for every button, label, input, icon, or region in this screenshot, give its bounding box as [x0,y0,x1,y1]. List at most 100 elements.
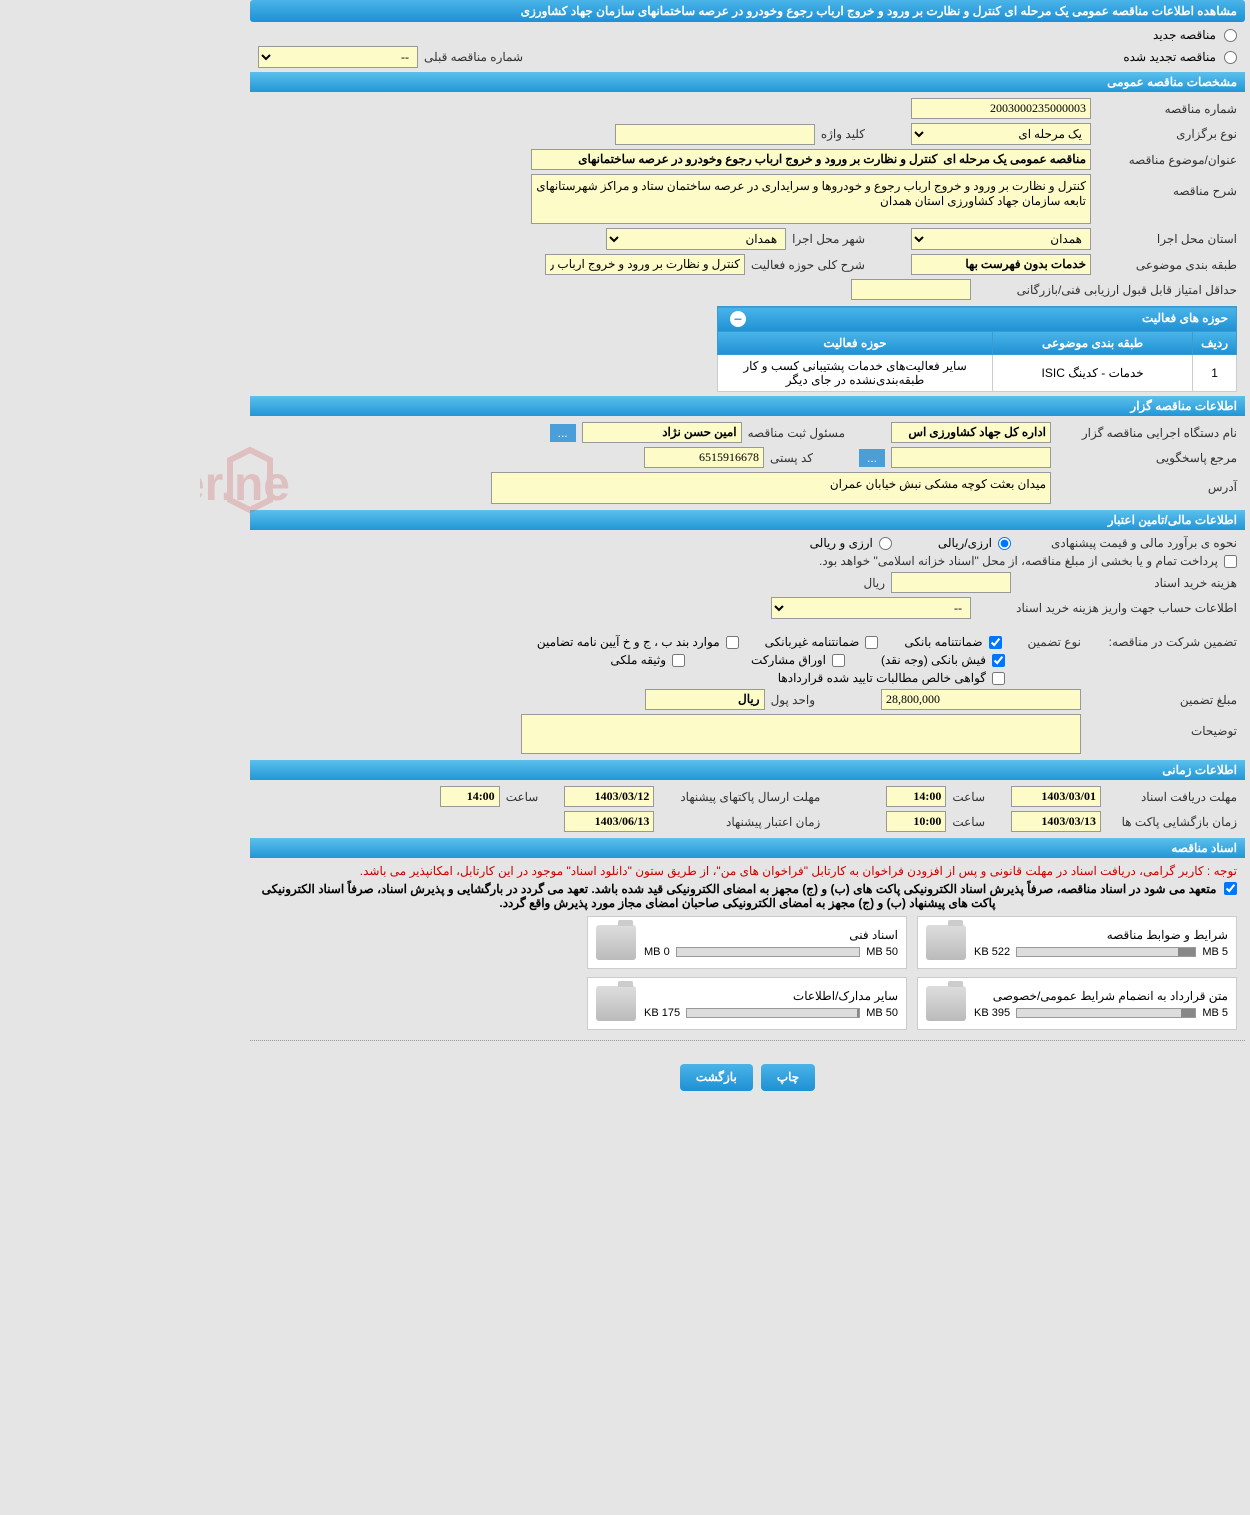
amount-input[interactable] [881,689,1081,710]
submit-time-label: ساعت [506,790,539,804]
notes-textarea[interactable] [521,714,1081,754]
collapse-icon[interactable]: − [730,311,746,327]
print-button[interactable]: چاپ [761,1064,815,1091]
postal-input[interactable] [644,447,764,468]
payment-note-checkbox[interactable] [1224,555,1237,568]
activity-table-title: حوزه های فعالیت− [718,307,1237,332]
property-guarantee-label: وثیقه ملکی [610,653,666,667]
notes-label: توضیحات [1087,714,1237,738]
bank-guarantee-checkbox[interactable] [989,636,1002,649]
registrar-lookup-button[interactable]: ... [550,424,576,442]
general-section-header: مشخصات مناقصه عمومی [250,72,1245,92]
doc-cost-label: هزینه خرید اسناد [1017,576,1237,590]
table-row: 1 خدمات - کدینگ ISIC سایر فعالیت‌های خدم… [718,355,1237,392]
securities-guarantee-checkbox[interactable] [832,654,845,667]
validity-date-input[interactable] [564,811,654,832]
folder-icon [596,986,636,1021]
file-name: اسناد فنی [644,928,898,942]
documents-note-checkbox[interactable] [1224,882,1237,895]
opening-time-input[interactable] [886,811,946,832]
file-total: 5 MB [1202,946,1228,958]
page-title: مشاهده اطلاعات مناقصه عمومی یک مرحله ای … [250,0,1245,22]
account-label: اطلاعات حساب جهت واریز هزینه خرید اسناد [977,601,1237,615]
receive-deadline-label: مهلت دریافت اسناد [1107,790,1237,804]
file-name: سایر مدارک/اطلاعات [644,989,898,1003]
documents-section-header: اسناد مناقصه [250,838,1245,858]
certificate-guarantee-checkbox[interactable] [992,672,1005,685]
holding-type-select[interactable]: یک مرحله ای [911,123,1091,145]
description-label: شرح مناقصه [1097,174,1237,198]
file-total: 50 MB [866,946,898,958]
address-textarea[interactable]: میدان بعثت کوچه مشکی نبش خیابان عمران [491,472,1051,504]
tender-type-new-row: مناقصه جدید [250,24,1245,46]
rial-radio[interactable] [998,537,1011,550]
keyword-input[interactable] [615,124,815,145]
category-label: طبقه بندی موضوعی [1097,258,1237,272]
activity-scope-input[interactable] [545,254,745,275]
file-used: 175 KB [644,1007,680,1019]
payment-note-label: پرداخت تمام و یا بخشی از مبلغ مناقصه، از… [819,554,1218,568]
bank-guarantee-label: ضمانتنامه بانکی [904,635,982,649]
tender-number-input[interactable] [911,98,1091,119]
tender-number-label: شماره مناقصه [1097,102,1237,116]
items-guarantee-checkbox[interactable] [726,636,739,649]
file-used: 395 KB [974,1007,1010,1019]
keyword-label: کلید واژه [821,127,865,141]
renewed-tender-label: مناقصه تجدید شده [1123,50,1216,64]
col-field-header: حوزه فعالیت [718,332,993,355]
org-input[interactable] [891,422,1051,443]
account-select[interactable]: -- [771,597,971,619]
opening-label: زمان بازگشایی پاکت ها [1107,815,1237,829]
new-tender-radio[interactable] [1224,29,1237,42]
prev-tender-number-select[interactable]: -- [258,46,418,68]
file-name: متن قرارداد به انضمام شرایط عمومی/خصوصی [974,989,1228,1003]
registrar-input[interactable] [582,422,742,443]
folder-icon [926,986,966,1021]
submit-time-input[interactable] [440,786,500,807]
province-label: استان محل اجرا [1097,232,1237,246]
file-boxes-row-1: شرایط و ضوابط مناقصه 5 MB 522 KB اسناد ف… [250,912,1245,973]
property-guarantee-checkbox[interactable] [672,654,685,667]
responder-lookup-button[interactable]: ... [859,449,885,467]
min-score-input[interactable] [851,279,971,300]
estimate-label: نحوه ی برآورد مالی و قیمت پیشنهادی [1017,536,1237,550]
receive-time-input[interactable] [886,786,946,807]
file-boxes-row-2: متن قرارداد به انضمام شرایط عمومی/خصوصی … [250,973,1245,1034]
cash-guarantee-checkbox[interactable] [992,654,1005,667]
file-box[interactable]: سایر مدارک/اطلاعات 50 MB 175 KB [587,977,907,1030]
city-select[interactable]: همدان [606,228,786,250]
currency-unit-label: واحد پول [771,693,815,707]
certificate-guarantee-label: گواهی خالص مطالبات تایید شده قراردادها [778,671,986,685]
responder-label: مرجع پاسخگویی [1057,451,1237,465]
currency-option-label: ارزی و ریالی [810,536,873,550]
back-button[interactable]: بازگشت [680,1064,753,1091]
file-box[interactable]: اسناد فنی 50 MB 0 MB [587,916,907,969]
postal-label: کد پستی [770,451,813,465]
responder-input[interactable] [891,447,1051,468]
subject-input[interactable] [531,149,1091,170]
col-row-header: ردیف [1193,332,1237,355]
currency-radio[interactable] [879,537,892,550]
rial-option-label: ارزی/ریالی [938,536,992,550]
subject-label: عنوان/موضوع مناقصه [1097,153,1237,167]
file-box[interactable]: شرایط و ضوابط مناقصه 5 MB 522 KB [917,916,1237,969]
opening-date-input[interactable] [1011,811,1101,832]
doc-cost-input[interactable] [891,572,1011,593]
receive-date-input[interactable] [1011,786,1101,807]
file-used: 522 KB [974,946,1010,958]
address-label: آدرس [1057,472,1237,494]
description-textarea[interactable]: کنترل و نظارت بر ورود و خروج ارباب رجوع … [531,174,1091,224]
documents-warning: توجه : کاربر گرامی، دریافت اسناد در مهلت… [250,862,1245,880]
nonbank-guarantee-checkbox[interactable] [865,636,878,649]
amount-label: مبلغ تضمین [1087,693,1237,707]
category-input[interactable] [911,254,1091,275]
renewed-tender-radio[interactable] [1224,51,1237,64]
file-box[interactable]: متن قرارداد به انضمام شرایط عمومی/خصوصی … [917,977,1237,1030]
guarantee-type-label: نوع تضمین [1028,635,1081,649]
items-guarantee-label: موارد بند ب ، ج و خ آیین نامه تضامین [537,635,720,649]
province-select[interactable]: همدان [911,228,1091,250]
timing-section-header: اطلاعات زمانی [250,760,1245,780]
currency-unit-input[interactable] [645,689,765,710]
submit-date-input[interactable] [564,786,654,807]
col-category-header: طبقه بندی موضوعی [993,332,1193,355]
